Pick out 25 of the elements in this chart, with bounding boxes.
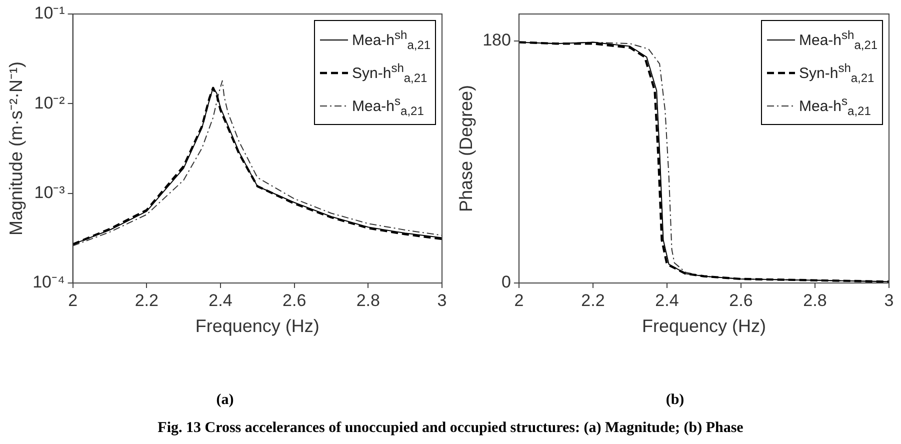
x-tick-label: 2.2 bbox=[134, 290, 158, 310]
x-tick-label: 2.6 bbox=[729, 290, 753, 310]
text: (a) bbox=[215, 392, 235, 409]
caption: Fig. 13 Cross accelerances of unoccupied and occupied structures: (a) Magnitude; (b) Phase bbox=[156, 420, 744, 437]
x-axis-title: Frequency (Hz) bbox=[195, 316, 320, 336]
y-tick-label: 180 bbox=[482, 30, 511, 50]
x-tick-label: 2.6 bbox=[282, 290, 306, 310]
x-tick-label: 2.8 bbox=[356, 290, 380, 310]
y-tick-label: 10⁻⁴ bbox=[32, 272, 65, 292]
x-tick-label: 3 bbox=[437, 290, 447, 310]
y-axis-title: Phase (Degree) bbox=[456, 84, 476, 212]
x-tick-label: 2 bbox=[68, 290, 78, 310]
x-tick-label: 2 bbox=[514, 290, 524, 310]
x-tick-label: 2.2 bbox=[581, 290, 605, 310]
x-axis-title: Frequency (Hz) bbox=[642, 316, 766, 336]
y-tick-label: 10⁻³ bbox=[34, 183, 66, 202]
text: (b) bbox=[664, 392, 686, 409]
x-tick-label: 2.4 bbox=[208, 290, 232, 310]
y-tick-label: 10⁻² bbox=[34, 93, 66, 112]
y-tick-label: 10⁻¹ bbox=[34, 4, 66, 23]
y-tick-label: 0 bbox=[501, 272, 511, 292]
x-tick-label: 3 bbox=[884, 290, 894, 310]
x-tick-label: 2.4 bbox=[655, 290, 679, 310]
y-axis-title: Magnitude (m·s⁻²·N⁻¹) bbox=[6, 61, 26, 236]
x-tick-label: 2.8 bbox=[803, 290, 827, 310]
